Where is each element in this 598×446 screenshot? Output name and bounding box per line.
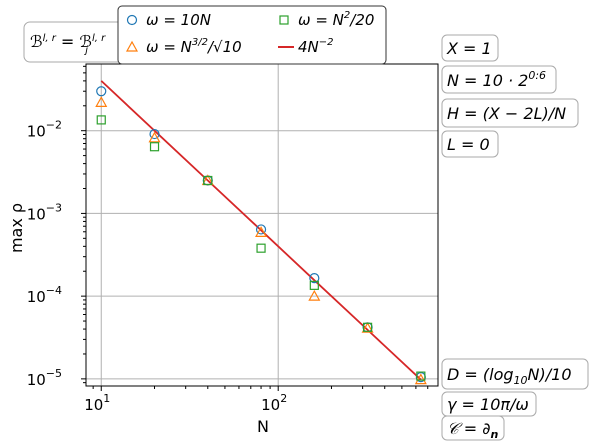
x-tick-label: 102 xyxy=(261,392,287,414)
data-point-triangle xyxy=(361,321,374,333)
legend-frame xyxy=(117,5,387,65)
series-square xyxy=(96,115,426,381)
grid-layer xyxy=(86,64,438,386)
y-axis-label: max ρ xyxy=(7,203,26,253)
legend-marker-square xyxy=(279,15,289,25)
gamma-param-label: γ = 10π/ω xyxy=(447,395,529,414)
legend-label: ω = N2/20 xyxy=(298,10,374,29)
y-tick-label: 10−4 xyxy=(27,284,62,306)
data-point-square xyxy=(203,175,213,186)
x-param-label: X = 1 xyxy=(446,39,492,58)
data-point-circle xyxy=(255,224,267,235)
x-tick-label: 101 xyxy=(84,392,110,414)
c-param-label: 𝒞 = ∂n xyxy=(447,419,499,441)
d-param-label: D = (log10N)/10 xyxy=(447,365,572,387)
legend-label: 4N−2 xyxy=(298,37,334,56)
h-param-box xyxy=(441,98,579,128)
tick-layer: 101 102 10−5 10−4 10−3 10−2 xyxy=(27,65,429,414)
l-param-box xyxy=(441,130,499,158)
data-point-triangle xyxy=(308,289,321,301)
y-tick-label: 10−3 xyxy=(27,201,62,223)
legend-marker-circle xyxy=(126,14,138,26)
legend-marker-triangle xyxy=(125,40,139,52)
x-param-box xyxy=(441,34,499,62)
n-param-label: N = 10 · 20:6 xyxy=(447,69,546,90)
series-triangle xyxy=(95,96,427,385)
legend-label: ω = N3/2/√10 xyxy=(146,37,242,56)
data-point-square xyxy=(309,280,319,290)
data-point-square xyxy=(256,243,266,253)
data-point-circle xyxy=(309,273,320,284)
param-annotations: X = 1 N = 10 · 20:6 H = (X − 2L)/N L = 0… xyxy=(441,34,589,441)
data-point-square xyxy=(362,322,373,332)
x-axis-label: N xyxy=(257,417,269,436)
legend-entry: 4N−2 xyxy=(278,37,334,56)
data-point-square xyxy=(149,142,160,152)
c-param-box xyxy=(441,415,505,441)
legend-entry: ω = N2/20 xyxy=(279,10,374,29)
data-point-triangle xyxy=(255,226,268,237)
data-point-triangle xyxy=(414,373,427,385)
legend-entry: ω = 10N xyxy=(126,11,211,29)
y-tick-label: 10−2 xyxy=(27,119,62,141)
data-point-circle xyxy=(96,86,107,97)
marker-layer xyxy=(95,86,427,385)
data-point-circle xyxy=(149,128,160,140)
l-param-label: L = 0 xyxy=(447,135,490,154)
n-param-box xyxy=(441,65,557,94)
fit-line-layer xyxy=(100,80,422,381)
legend-entry: ω = N3/2/√10 xyxy=(125,37,242,56)
legend: ω = 10N ω = N3/2/√10 ω = N2/20 4N−2 xyxy=(117,5,387,65)
legend-label: ω = 10N xyxy=(146,11,211,29)
y-tick-label: 10−5 xyxy=(27,367,62,389)
data-point-triangle xyxy=(95,96,108,107)
data-point-triangle xyxy=(148,131,161,143)
data-point-square xyxy=(96,115,106,125)
d-param-box xyxy=(441,358,589,390)
fit-line-4n-2 xyxy=(100,80,422,381)
data-point-square xyxy=(416,371,426,381)
h-param-label: H = (X − 2L)/N xyxy=(447,104,566,123)
